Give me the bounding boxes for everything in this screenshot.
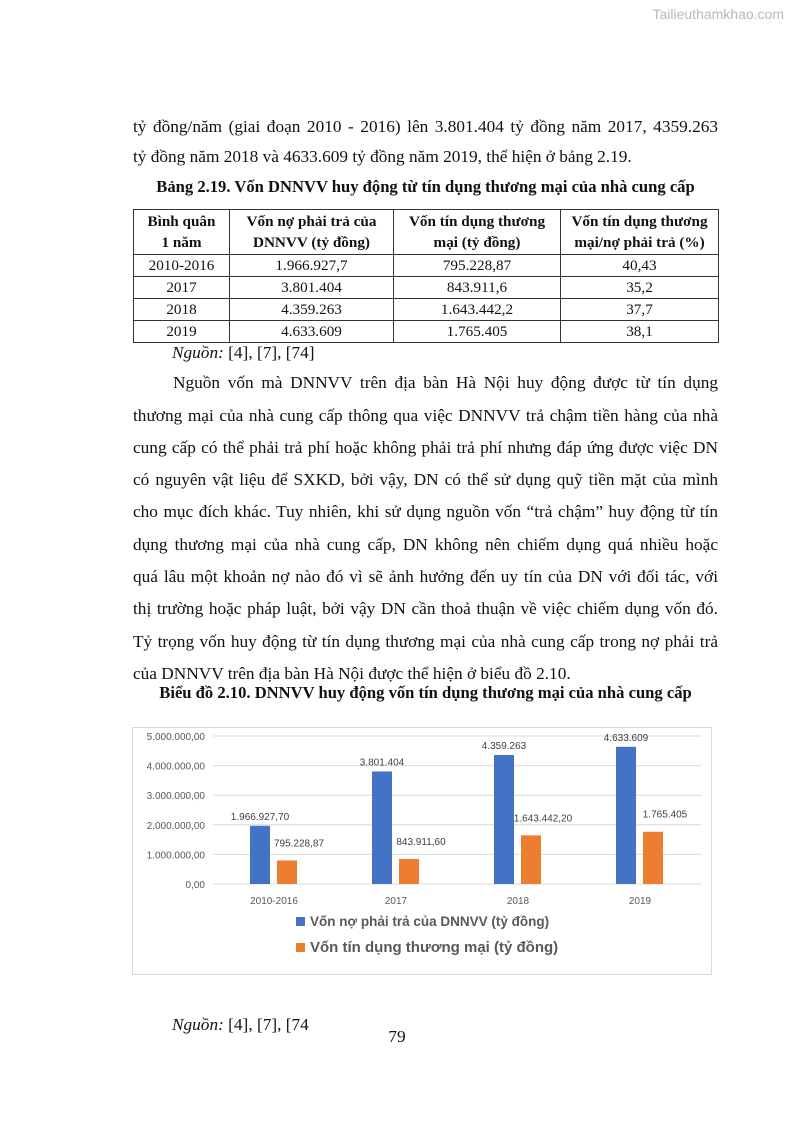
- paragraph-line: có nguyên vật liệu để SXKD, bởi vậy, DN …: [133, 470, 718, 489]
- cell: 1.643.442,2: [393, 298, 561, 321]
- paragraph-line: Tỷ trọng vốn huy động từ tín dụng thương…: [133, 632, 718, 651]
- legend-swatch: [296, 917, 305, 926]
- data-label: 4.633.609: [604, 733, 649, 744]
- cell: 35,2: [560, 276, 719, 299]
- table-source: Nguồn: [4], [7], [74]: [172, 343, 315, 362]
- cell: 4.359.263: [229, 298, 394, 321]
- data-label: 795.228,87: [274, 838, 324, 849]
- y-tick-label: 5.000.000,00: [147, 732, 206, 743]
- chart-canvas: 0,00 1.000.000,00 2.000.000,00 3.000.000,00…: [147, 732, 701, 956]
- y-tick-label: 2.000.000,00: [147, 821, 206, 832]
- paragraph-line: tỷ đồng năm 2018 và 4633.609 tỷ đồng năm…: [133, 147, 632, 166]
- data-label: 1.966.927,70: [231, 812, 290, 823]
- data-label: 4.359.263: [482, 741, 527, 752]
- cell: 38,1: [560, 320, 719, 343]
- legend-swatch: [296, 943, 305, 952]
- x-tick-label: 2017: [385, 896, 408, 907]
- bar: [494, 754, 514, 884]
- table-header-row: Bình quân 1 năm Vốn nợ phải trả của DNNVV …: [133, 209, 719, 255]
- watermark: Tailieuthamkhao.com: [652, 6, 784, 22]
- cell: 2018: [133, 298, 230, 321]
- data-label: 1.643.442,20: [514, 813, 573, 824]
- bar-chart: 0,00 1.000.000,00 2.000.000,00 3.000.000,00…: [132, 727, 712, 975]
- cell: 843.911,6: [393, 276, 561, 299]
- paragraph-line: cho mục đích khác. Tuy nhiên, khi sử dụn…: [133, 502, 718, 521]
- paragraph-line: Nguồn vốn mà DNNVV trên địa bàn Hà Nội h…: [173, 373, 718, 392]
- x-tick-label: 2019: [629, 896, 652, 907]
- y-tick-label: 3.000.000,00: [147, 791, 206, 802]
- page-number: 79: [388, 1027, 406, 1046]
- legend-label: Vốn nợ phải trả của DNNVV (tỷ đồng): [310, 914, 549, 929]
- bar: [250, 825, 270, 884]
- bar: [372, 771, 392, 884]
- chart-source: Nguồn: [4], [7], [74: [172, 1015, 309, 1034]
- chart-caption: Biểu đồ 2.10. DNNVV huy động vốn tín dụn…: [159, 683, 692, 702]
- header-cell: Bình quân 1 năm: [133, 209, 230, 255]
- paragraph-line: dụng thương mại của nhà cung cấp, DN khô…: [133, 535, 718, 554]
- bar: [521, 835, 541, 884]
- data-label: 1.765.405: [643, 810, 688, 821]
- y-tick-label: 0,00: [186, 880, 206, 891]
- table-row: 2010-2016 1.966.927,7 795.228,87 40,43: [133, 254, 719, 277]
- paragraph-line: thị trường hoặc pháp luật, bởi vậy DN cầ…: [133, 599, 718, 618]
- cell: 1.765.405: [393, 320, 561, 343]
- header-cell: Vốn tín dụng thương mại/nợ phải trả (%): [560, 209, 719, 255]
- paragraph-line: thương mại của nhà cung cấp thông qua vi…: [133, 406, 718, 425]
- header-cell: Vốn tín dụng thương mại (tỷ đồng): [393, 209, 561, 255]
- cell: 40,43: [560, 254, 719, 277]
- cell: 2017: [133, 276, 230, 299]
- bar: [399, 859, 419, 884]
- table-row: 2018 4.359.263 1.643.442,2 37,7: [133, 298, 719, 321]
- cell: 2019: [133, 320, 230, 343]
- x-tick-label: 2010-2016: [250, 896, 298, 907]
- y-tick-label: 4.000.000,00: [147, 762, 206, 773]
- y-tick-label: 1.000.000,00: [147, 850, 206, 861]
- cell: 1.966.927,7: [229, 254, 394, 277]
- cell: 3.801.404: [229, 276, 394, 299]
- data-table: Bình quân 1 năm Vốn nợ phải trả của DNNVV …: [133, 209, 719, 343]
- paragraph-line: quá lâu một khoản nợ nào đó vì sẽ ảnh hư…: [133, 567, 718, 586]
- x-tick-label: 2018: [507, 896, 530, 907]
- cell: 37,7: [560, 298, 719, 321]
- legend-label: Vốn tín dụng thương mại (tỷ đồng): [310, 939, 558, 956]
- cell: 2010-2016: [133, 254, 230, 277]
- table-row: 2017 3.801.404 843.911,6 35,2: [133, 276, 719, 299]
- data-label: 843.911,60: [396, 837, 446, 848]
- bar: [643, 831, 663, 884]
- table-row: 2019 4.633.609 1.765.405 38,1: [133, 320, 719, 343]
- bar: [616, 746, 636, 884]
- paragraph-line: của DNNVV trên địa bàn Hà Nội được thể h…: [133, 664, 571, 683]
- cell: 4.633.609: [229, 320, 394, 343]
- paragraph-line: cung cấp có thể phải trả phí hoặc không …: [133, 438, 718, 457]
- table-caption: Bảng 2.19. Vốn DNNVV huy động từ tín dụn…: [156, 177, 695, 196]
- bar: [277, 860, 297, 884]
- paragraph-line: tỷ đồng/năm (giai đoạn 2010 - 2016) lên …: [133, 117, 718, 136]
- cell: 795.228,87: [393, 254, 561, 277]
- header-cell: Vốn nợ phải trả của DNNVV (tỷ đồng): [229, 209, 394, 255]
- data-label: 3.801.404: [360, 757, 405, 768]
